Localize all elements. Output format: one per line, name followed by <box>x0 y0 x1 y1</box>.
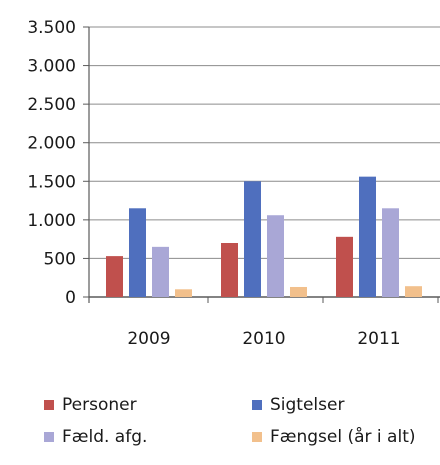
legend-label-personer: Personer <box>62 395 137 415</box>
legend-swatch-sigtelser <box>252 400 262 410</box>
x-tick-label: 2009 <box>127 329 170 349</box>
legend-swatch-personer <box>44 400 54 410</box>
legend-label-faeld-afg: Fæld. afg. <box>62 427 148 447</box>
x-axis-ticks: 2009 2010 2011 <box>127 329 400 349</box>
bar-personer-2009 <box>106 256 123 297</box>
y-tick-label: 2.500 <box>27 95 76 115</box>
bar-sigtelser-2011 <box>359 176 376 297</box>
legend-swatch-faeld-afg <box>44 432 54 442</box>
bar-fæld-afg-2010 <box>267 215 284 297</box>
bar-personer-2011 <box>336 236 353 297</box>
legend-label-sigtelser: Sigtelser <box>270 395 345 415</box>
y-tick-label: 1.000 <box>27 211 76 231</box>
legend-item-faeld-afg: Fæld. afg. <box>44 427 252 447</box>
gridlines <box>83 26 440 303</box>
bar-personer-2010 <box>221 243 238 297</box>
legend-label-faengsel: Fængsel (år i alt) <box>270 427 416 447</box>
legend-swatch-faengsel <box>252 432 262 442</box>
y-tick-label: 3.000 <box>27 57 76 77</box>
bar-fængsel-år-i-alt-2009 <box>175 289 192 297</box>
bar-fængsel-år-i-alt-2011 <box>405 286 422 297</box>
y-tick-label: 500 <box>44 249 76 269</box>
bar-sigtelser-2009 <box>129 208 146 297</box>
legend: Personer Sigtelser Fæld. afg. Fængsel (å… <box>44 395 440 447</box>
bar-fængsel-år-i-alt-2010 <box>290 286 307 297</box>
y-tick-label: 2.000 <box>27 134 76 154</box>
x-tick-label: 2011 <box>357 329 400 349</box>
legend-item-sigtelser: Sigtelser <box>252 395 440 415</box>
legend-item-faengsel: Fængsel (år i alt) <box>252 427 440 447</box>
y-tick-label: 3.500 <box>27 18 76 38</box>
y-tick-label: 0 <box>65 288 76 308</box>
bar-fæld-afg-2009 <box>152 246 169 297</box>
bar-fæld-afg-2011 <box>382 208 399 297</box>
y-axis-ticks: 0 500 1.000 1.500 2.000 2.500 3.000 3.500 <box>27 18 76 308</box>
legend-item-personer: Personer <box>44 395 252 415</box>
bars <box>106 176 422 297</box>
x-tick-label: 2010 <box>242 329 285 349</box>
y-tick-label: 1.500 <box>27 172 76 192</box>
bar-sigtelser-2010 <box>244 181 261 297</box>
